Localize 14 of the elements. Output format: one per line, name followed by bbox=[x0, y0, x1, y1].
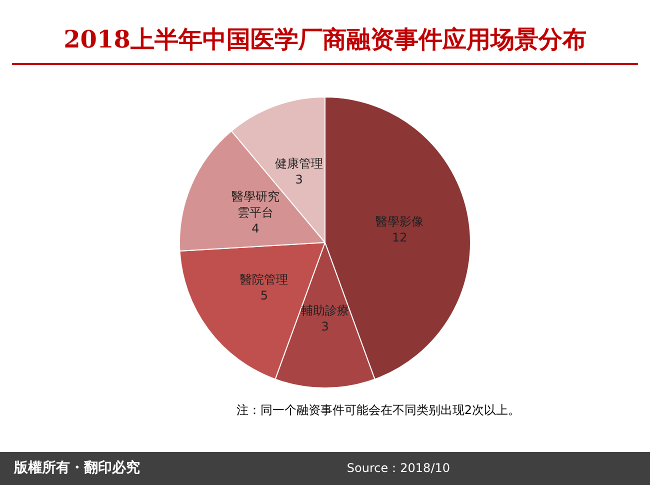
slice-label: 醫院管理 bbox=[240, 272, 288, 287]
text: 版權所有・翻印必究 bbox=[13, 459, 140, 476]
slice-label: 醫學影像 bbox=[376, 214, 424, 228]
data-label: 12 bbox=[392, 230, 408, 244]
data-label: 5 bbox=[260, 288, 268, 303]
data-label: 4 bbox=[252, 221, 260, 236]
slice-label: 健康管理 bbox=[275, 156, 324, 170]
source-note: Source：2018/10 bbox=[346, 461, 450, 475]
slice-label: 醫學研究雲平台 bbox=[231, 189, 280, 220]
text: 注：同一个融资事件可能会在不同类别出现2次以上。 bbox=[236, 403, 520, 417]
slice-label: 輔助診療 bbox=[301, 303, 349, 318]
data-label: 3 bbox=[321, 319, 329, 334]
data-label: 3 bbox=[295, 172, 303, 186]
chart-title: 2018上半年中国医学厂商融资事件应用场景分布 bbox=[64, 24, 586, 54]
